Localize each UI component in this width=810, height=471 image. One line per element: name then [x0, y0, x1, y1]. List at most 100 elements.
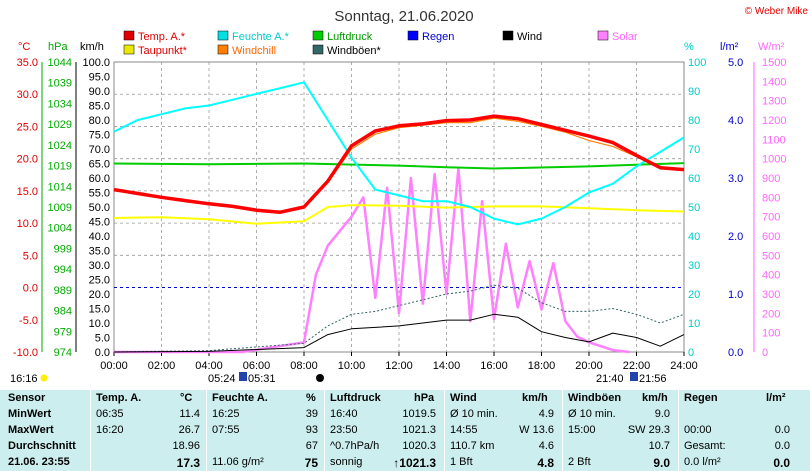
row-label: Durchschnitt: [8, 440, 76, 452]
solar-tick: 200: [762, 308, 780, 320]
rain-tick: 1.0: [728, 289, 743, 301]
windboeen-value: 9.0: [653, 456, 670, 470]
hpa-tick: 1014: [48, 181, 72, 193]
axes: 35.0 30.0 25.0 20.0 15.0 10.0 5.0 0.0 -5.0 -10.0 1…: [13, 57, 787, 372]
hpa-tick: 974: [54, 347, 72, 359]
header-temp: Temp. A.: [96, 392, 142, 404]
hpa-tick: 989: [54, 285, 72, 297]
x-tick-label: 20:00: [575, 360, 603, 372]
legend-label-2: Feuchte A.*: [232, 31, 290, 43]
luftdruck-value: 1021.3: [402, 424, 436, 436]
temp-value: 26.7: [178, 424, 200, 436]
solar-tick: 1100: [762, 134, 786, 146]
series-feuchtea: [113, 81, 685, 226]
kmh-tick: 95.0: [89, 72, 110, 84]
celsius-tick: 25.0: [17, 121, 38, 133]
legend-swatch-7: [502, 30, 514, 41]
legend: Temp. A.* Taupunkt* Feuchte A.* Windchill Lu…: [123, 30, 638, 57]
legend-label-1: Taupunkt*: [138, 45, 188, 57]
legend-label-0: Temp. A.*: [138, 31, 186, 43]
solar-tick: 400: [762, 270, 780, 282]
sunrise-icon: [239, 372, 247, 381]
kmh-tick: 50.0: [89, 202, 110, 214]
windboeen-label: 2 Bft: [568, 456, 591, 468]
legend-label-4: Luftdruck: [327, 31, 373, 43]
grid: [114, 62, 684, 352]
kmh-tick: 15.0: [89, 304, 110, 316]
row-label: MaxWert: [8, 424, 54, 436]
x-tick-label: 12:00: [385, 360, 413, 372]
percent-tick: 70: [688, 144, 700, 156]
solar-tick: 100: [762, 328, 780, 340]
luftdruck-label: 16:40: [330, 408, 358, 420]
wind-value: 4.8: [537, 456, 554, 470]
celsius-tick: 15.0: [17, 186, 38, 198]
series-luftdruck: [113, 162, 685, 170]
temp-label: 16:20: [96, 424, 124, 436]
kmh-tick: 90.0: [89, 86, 110, 98]
header-sensor: Sensor: [8, 392, 46, 404]
solar-tick: 1400: [762, 76, 786, 88]
hpa-tick: 999: [54, 243, 72, 255]
temp-value: 11.4: [179, 408, 200, 420]
header-feuchte-unit: %: [306, 392, 316, 404]
wind-value: W 13.6: [519, 424, 554, 436]
percent-tick: 100: [688, 57, 706, 69]
legend-swatch-6: [407, 30, 419, 41]
civil-rise-time: 05:31: [248, 373, 276, 385]
hpa-tick: 994: [54, 264, 72, 276]
luftdruck-value: ↑1021.3: [393, 456, 436, 470]
hpa-tick: 1029: [48, 119, 72, 131]
feuchte-label: 16:25: [212, 408, 240, 420]
x-tick-label: 00:00: [100, 360, 128, 372]
header-feuchte: Feuchte A.: [212, 392, 268, 404]
solar-tick: 1500: [762, 57, 786, 69]
percent-tick: 20: [688, 289, 700, 301]
series-windben: [113, 284, 685, 353]
solar-tick: 1200: [762, 115, 786, 127]
hpa-tick: 1039: [48, 78, 72, 90]
rain-unit: l/m²: [720, 41, 739, 53]
legend-swatch-1: [123, 44, 135, 55]
legend-label-5: Windböen*: [327, 45, 382, 57]
feuchte-value: 39: [305, 408, 318, 420]
feuchte-value: 75: [304, 456, 318, 470]
solar-tick: 1000: [762, 154, 786, 166]
feuchte-label: 11.06 g/m²: [212, 456, 264, 468]
sun-time-left: 16:16: [10, 373, 38, 385]
kmh-tick: 80.0: [89, 115, 110, 127]
header-regen-unit: l/m²: [766, 392, 786, 404]
sunset-icon: [630, 372, 638, 381]
x-tick-label: 16:00: [480, 360, 508, 372]
solar-tick: 500: [762, 250, 780, 262]
kmh-tick: 70.0: [89, 144, 110, 156]
wind-label: 110.7 km: [450, 440, 495, 452]
percent-tick: 60: [688, 173, 700, 185]
sunset-time: 21:40: [596, 373, 624, 385]
series-taupunkt: [113, 204, 685, 225]
legend-swatch-8: [597, 30, 609, 41]
header-wind-unit: km/h: [522, 392, 548, 404]
feuchte-value: 67: [305, 440, 318, 452]
celsius-tick: -5.0: [19, 315, 38, 327]
wind-label: 1 Bft: [450, 456, 473, 468]
feuchte-label: 07:55: [212, 424, 240, 436]
hpa-tick: 984: [54, 306, 72, 318]
kmh-tick: 30.0: [89, 260, 110, 272]
kmh-tick: 45.0: [89, 217, 110, 229]
legend-label-3: Windchill: [232, 45, 276, 57]
kmh-tick: 35.0: [89, 246, 110, 258]
wind-value: 4.6: [538, 440, 554, 452]
feuchte-value: 93: [305, 424, 318, 436]
row-label: MinWert: [8, 408, 52, 420]
kmh-tick: 0.0: [95, 347, 110, 359]
hpa-tick: 1009: [48, 202, 72, 214]
legend-label-6: Regen: [422, 31, 454, 43]
legend-swatch-5: [312, 44, 324, 55]
hpa-tick: 979: [54, 326, 72, 338]
temp-label: 06:35: [96, 408, 124, 420]
x-tick-label: 18:00: [528, 360, 556, 372]
series: [113, 81, 685, 354]
percent-tick: 40: [688, 231, 700, 243]
header-luftdruck-unit: hPa: [414, 392, 435, 404]
